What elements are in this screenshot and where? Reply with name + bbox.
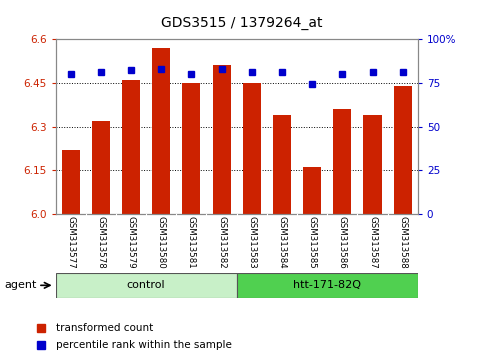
Bar [237, 273, 418, 298]
Text: GSM313577: GSM313577 [66, 216, 75, 269]
Bar [333, 109, 352, 214]
Text: transformed count: transformed count [56, 322, 153, 332]
Text: agent: agent [5, 280, 37, 290]
Bar [242, 83, 261, 214]
Text: GSM313588: GSM313588 [398, 216, 407, 269]
Bar [364, 115, 382, 214]
Text: GSM313578: GSM313578 [96, 216, 105, 269]
Text: GSM313584: GSM313584 [277, 216, 286, 269]
Text: GSM313583: GSM313583 [247, 216, 256, 269]
Bar [303, 167, 321, 214]
Text: GSM313587: GSM313587 [368, 216, 377, 269]
Bar [213, 65, 231, 214]
Text: GSM313580: GSM313580 [156, 216, 166, 269]
Text: percentile rank within the sample: percentile rank within the sample [56, 340, 232, 350]
Bar [183, 83, 200, 214]
Text: htt-171-82Q: htt-171-82Q [293, 280, 361, 290]
Bar [152, 48, 170, 214]
Bar [273, 115, 291, 214]
Bar [92, 121, 110, 214]
Bar [122, 80, 140, 214]
Text: GSM313581: GSM313581 [187, 216, 196, 269]
Text: GSM313585: GSM313585 [308, 216, 317, 269]
Bar [394, 86, 412, 214]
Bar [56, 273, 237, 298]
Text: GSM313582: GSM313582 [217, 216, 226, 269]
Text: GDS3515 / 1379264_at: GDS3515 / 1379264_at [161, 16, 322, 30]
Text: control: control [127, 280, 165, 290]
Text: GSM313586: GSM313586 [338, 216, 347, 269]
Text: GSM313579: GSM313579 [127, 216, 136, 269]
Bar [62, 150, 80, 214]
